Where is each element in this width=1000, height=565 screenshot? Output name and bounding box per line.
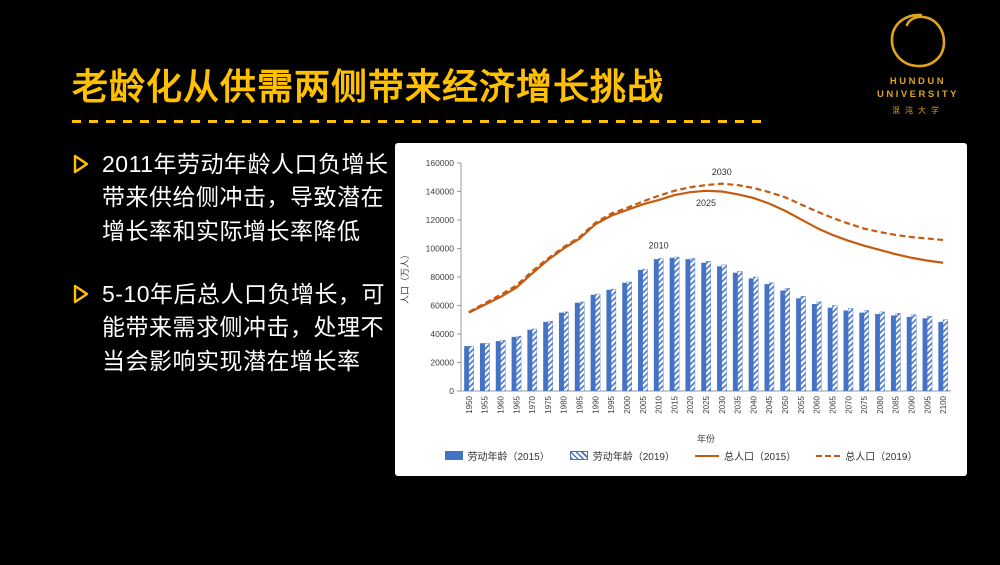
svg-text:2080: 2080: [876, 395, 885, 413]
bullet-text: 2011年劳动年龄人口负增长带来供给侧冲击，导致潜在增长率和实际增长率降低: [102, 151, 389, 244]
svg-text:1980: 1980: [560, 395, 569, 413]
svg-text:2000: 2000: [623, 395, 632, 413]
svg-text:2005: 2005: [639, 395, 648, 413]
svg-text:2070: 2070: [844, 395, 853, 413]
legend-item-labor-2019: 劳动年龄（2019）: [569, 448, 675, 463]
svg-text:2010: 2010: [649, 241, 669, 251]
svg-text:人口（万人）: 人口（万人）: [400, 250, 410, 304]
slide-title: 老龄化从供需两侧带来经济增长挑战: [72, 66, 665, 107]
legend-label: 劳动年龄（2015）: [467, 452, 550, 463]
svg-text:2060: 2060: [813, 395, 822, 413]
svg-text:2025: 2025: [696, 198, 716, 208]
svg-text:1955: 1955: [481, 395, 490, 413]
svg-text:1970: 1970: [528, 395, 537, 413]
svg-text:160000: 160000: [426, 158, 455, 168]
svg-text:20000: 20000: [430, 358, 454, 368]
legend-item-total-2015: 总人口（2015）: [695, 448, 796, 463]
legend-label: 劳动年龄（2019）: [592, 452, 675, 463]
svg-text:年份: 年份: [697, 433, 715, 444]
arrow-bullet-icon: [72, 278, 102, 310]
svg-text:60000: 60000: [430, 301, 454, 311]
svg-text:120000: 120000: [426, 215, 455, 225]
population-chart: 0 20000 40000 60000 80000 100000 120000 140000 1…: [400, 158, 951, 444]
svg-text:2085: 2085: [892, 395, 901, 413]
svg-text:2090: 2090: [907, 395, 916, 413]
population-chart-panel: 0 20000 40000 60000 80000 100000 120000 140000 1…: [395, 143, 967, 476]
logo-text-cn: 混沌大学: [892, 105, 944, 115]
bullet-text: 5-10年后总人口负增长，可能带来需求侧冲击，处理不当会影响实现潜在增长率: [102, 281, 386, 374]
title-dashed-divider: [72, 120, 766, 123]
chart-legend: 劳动年龄（2015） 劳动年龄（2019） 总人口（2015） 总人口（2019…: [397, 448, 965, 463]
svg-text:1950: 1950: [465, 395, 474, 413]
svg-text:140000: 140000: [426, 187, 455, 197]
svg-text:1960: 1960: [497, 395, 506, 413]
legend-item-labor-2015: 劳动年龄（2015）: [444, 448, 550, 463]
svg-text:2030: 2030: [712, 167, 732, 177]
legend-label: 总人口（2015）: [724, 452, 797, 463]
svg-text:80000: 80000: [430, 272, 454, 282]
legend-item-total-2019: 总人口（2019）: [816, 448, 918, 463]
svg-text:2095: 2095: [923, 395, 932, 413]
svg-text:1965: 1965: [512, 395, 521, 413]
svg-text:2045: 2045: [765, 395, 774, 413]
svg-text:2035: 2035: [734, 395, 743, 413]
hundun-university-logo: HUNDUN UNIVERSITY 混沌大学: [860, 4, 976, 116]
logo-text-en-1: HUNDUN: [889, 76, 947, 87]
legend-label: 总人口（2019）: [845, 452, 918, 463]
solid-line-swatch-icon: [695, 454, 719, 457]
bullet-item: 5-10年后总人口负增长，可能带来需求侧冲击，处理不当会影响实现潜在增长率: [72, 278, 394, 378]
svg-text:2040: 2040: [749, 395, 758, 413]
svg-text:2050: 2050: [781, 395, 790, 413]
svg-text:2100: 2100: [939, 395, 948, 413]
svg-text:1990: 1990: [591, 395, 600, 413]
arrow-bullet-icon: [72, 148, 102, 180]
svg-text:2075: 2075: [860, 395, 869, 413]
bullet-item: 2011年劳动年龄人口负增长带来供给侧冲击，导致潜在增长率和实际增长率降低: [72, 148, 394, 248]
bullet-list: 2011年劳动年龄人口负增长带来供给侧冲击，导致潜在增长率和实际增长率降低 5-…: [72, 148, 394, 408]
logo-text-en-2: UNIVERSITY: [876, 88, 959, 100]
svg-text:2010: 2010: [655, 395, 664, 413]
svg-text:0: 0: [449, 386, 454, 396]
svg-text:2055: 2055: [797, 395, 806, 413]
svg-text:100000: 100000: [426, 244, 455, 254]
solid-bar-swatch-icon: [444, 451, 463, 460]
svg-text:2065: 2065: [828, 395, 837, 413]
svg-text:2030: 2030: [718, 395, 727, 413]
hand-drawn-circle-icon: [890, 13, 946, 68]
svg-text:2015: 2015: [670, 395, 679, 413]
svg-text:40000: 40000: [430, 329, 454, 339]
svg-text:1975: 1975: [544, 395, 553, 413]
hatched-bar-swatch-icon: [569, 451, 588, 460]
svg-text:1995: 1995: [607, 395, 616, 413]
dashed-line-swatch-icon: [816, 454, 841, 457]
svg-text:2025: 2025: [702, 395, 711, 413]
svg-text:1985: 1985: [576, 395, 585, 413]
svg-text:2020: 2020: [686, 395, 695, 413]
